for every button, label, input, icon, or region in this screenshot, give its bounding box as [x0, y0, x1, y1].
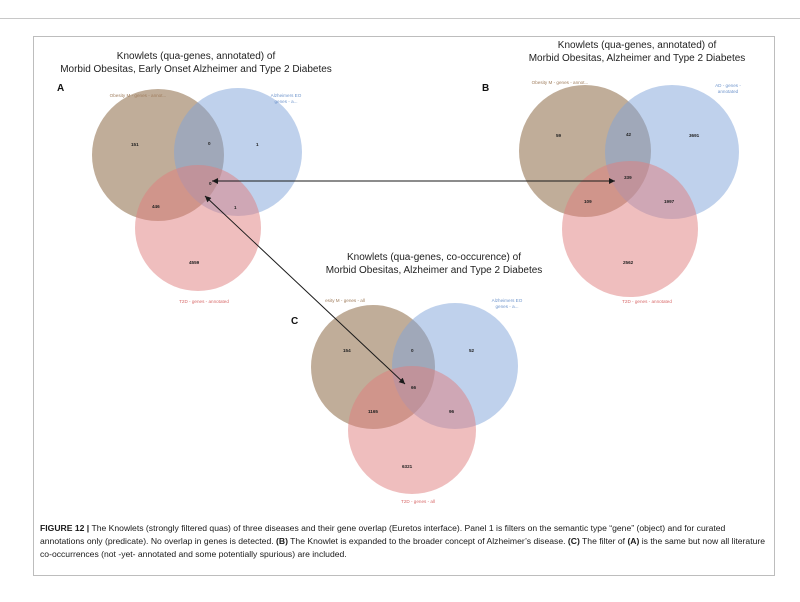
- panel-a-set-label-alzheimer-line2: genes - a...: [275, 99, 298, 104]
- panel-c-t2d-circle: [348, 366, 476, 494]
- arrow-a-to-c: [204, 195, 406, 385]
- panel-c-label: C: [291, 316, 298, 327]
- panel-c-title-line1: Knowlets (qua-genes, co-occurence) of: [347, 252, 521, 263]
- panel-b-set-label-obesity: Obesity M - genes - annot...: [532, 80, 589, 85]
- panel-c-value-obesity-t2d: 1165: [368, 409, 378, 414]
- page-top-rule: [0, 18, 800, 19]
- panel-b-set-label-alzheimer-line2: annotated: [718, 89, 739, 94]
- caption-figure-label: FIGURE 12 |: [40, 523, 90, 533]
- panel-b-set-label-t2d: T2D - genes - annotated: [622, 299, 672, 304]
- panel-c-value-alzheimer-t2d: 96: [449, 409, 455, 414]
- caption-text-1: The Knowlets (strongly filtered quas) of…: [40, 523, 726, 546]
- panel-a-set-label-obesity: Obesity M - genes - annot...: [110, 93, 167, 98]
- panel-c-set-label-obesity: esity M - genes - all: [325, 298, 365, 303]
- panel-b-set-label-alzheimer-line1: AD - genes -: [715, 83, 741, 88]
- panel-a-title-line1: Knowlets (qua-genes, annotated) of: [117, 51, 276, 62]
- caption-text-4: is the same but now all literature co-oc…: [40, 536, 765, 559]
- panel-a-title-line2: Morbid Obesitas, Early Onset Alzheimer a…: [60, 64, 332, 75]
- caption-text-2: The Knowlet is expanded to the broader c…: [287, 536, 568, 546]
- panel-c-value-obesity-only: 154: [343, 348, 351, 353]
- panel-a-t2d-circle: [135, 165, 261, 291]
- panel-a-value-t2d-only: 4559: [189, 260, 200, 265]
- panel-b-value-obesity-only: 59: [556, 133, 562, 138]
- panel-b-t2d-circle: [562, 161, 698, 297]
- panel-a-value-obesity-only: 151: [131, 142, 139, 147]
- panel-a-set-label-t2d: T2D - genes - annotated: [179, 299, 229, 304]
- caption-ref-c: (C): [567, 536, 580, 546]
- panel-b: Knowlets (qua-genes, annotated) of Morbi…: [482, 40, 745, 304]
- figure-caption: FIGURE 12 | The Knowlets (strongly filte…: [40, 522, 768, 561]
- panel-c-title-line2: Morbid Obesitas, Alzheimer and Type 2 Di…: [326, 265, 543, 276]
- panel-c-set-label-t2d: T2D - genes - all: [401, 499, 435, 504]
- panel-b-value-t2d-only: 2562: [623, 260, 634, 265]
- panel-c: Knowlets (qua-genes, co-occurence) of Mo…: [291, 252, 542, 504]
- panel-b-title-line2: Morbid Obesitas, Alzheimer and Type 2 Di…: [529, 53, 746, 64]
- caption-text-3: The filter of: [579, 536, 628, 546]
- panel-a-value-alzheimer-only: 1: [256, 142, 259, 147]
- panel-c-set-label-alzheimer-line1: Alzheimers EO: [492, 298, 523, 303]
- panel-a-value-alzheimer-t2d: 1: [234, 205, 237, 210]
- panel-a-value-center: 0: [209, 181, 212, 186]
- panel-c-value-t2d-only: 6321: [402, 464, 413, 469]
- panel-a-value-obesity-t2d: 446: [152, 204, 160, 209]
- panel-b-title-line1: Knowlets (qua-genes, annotated) of: [558, 40, 717, 51]
- caption-ref-b: (B): [276, 536, 288, 546]
- panel-a-set-label-alzheimer-line1: Alzheimers EO: [271, 93, 302, 98]
- panel-b-label: B: [482, 83, 489, 94]
- panel-b-value-alzheimer-only: 3691: [689, 133, 700, 138]
- panel-b-value-obesity-t2d: 109: [584, 199, 592, 204]
- panel-c-set-label-alzheimer-line2: genes - a...: [496, 304, 519, 309]
- panel-c-value-obesity-alzheimer: 0: [411, 348, 414, 353]
- caption-ref-a: (A): [627, 536, 640, 546]
- panel-b-value-alzheimer-t2d: 1997: [664, 199, 675, 204]
- panel-a: Knowlets (qua-genes, annotated) of Morbi…: [57, 51, 332, 304]
- panel-c-value-center: 66: [411, 385, 417, 390]
- panel-a-value-obesity-alzheimer: 0: [208, 141, 211, 146]
- panel-b-value-obesity-alzheimer: 42: [626, 132, 632, 137]
- panel-a-label: A: [57, 83, 64, 94]
- panel-c-value-alzheimer-only: 52: [469, 348, 475, 353]
- panel-b-value-center: 339: [624, 175, 632, 180]
